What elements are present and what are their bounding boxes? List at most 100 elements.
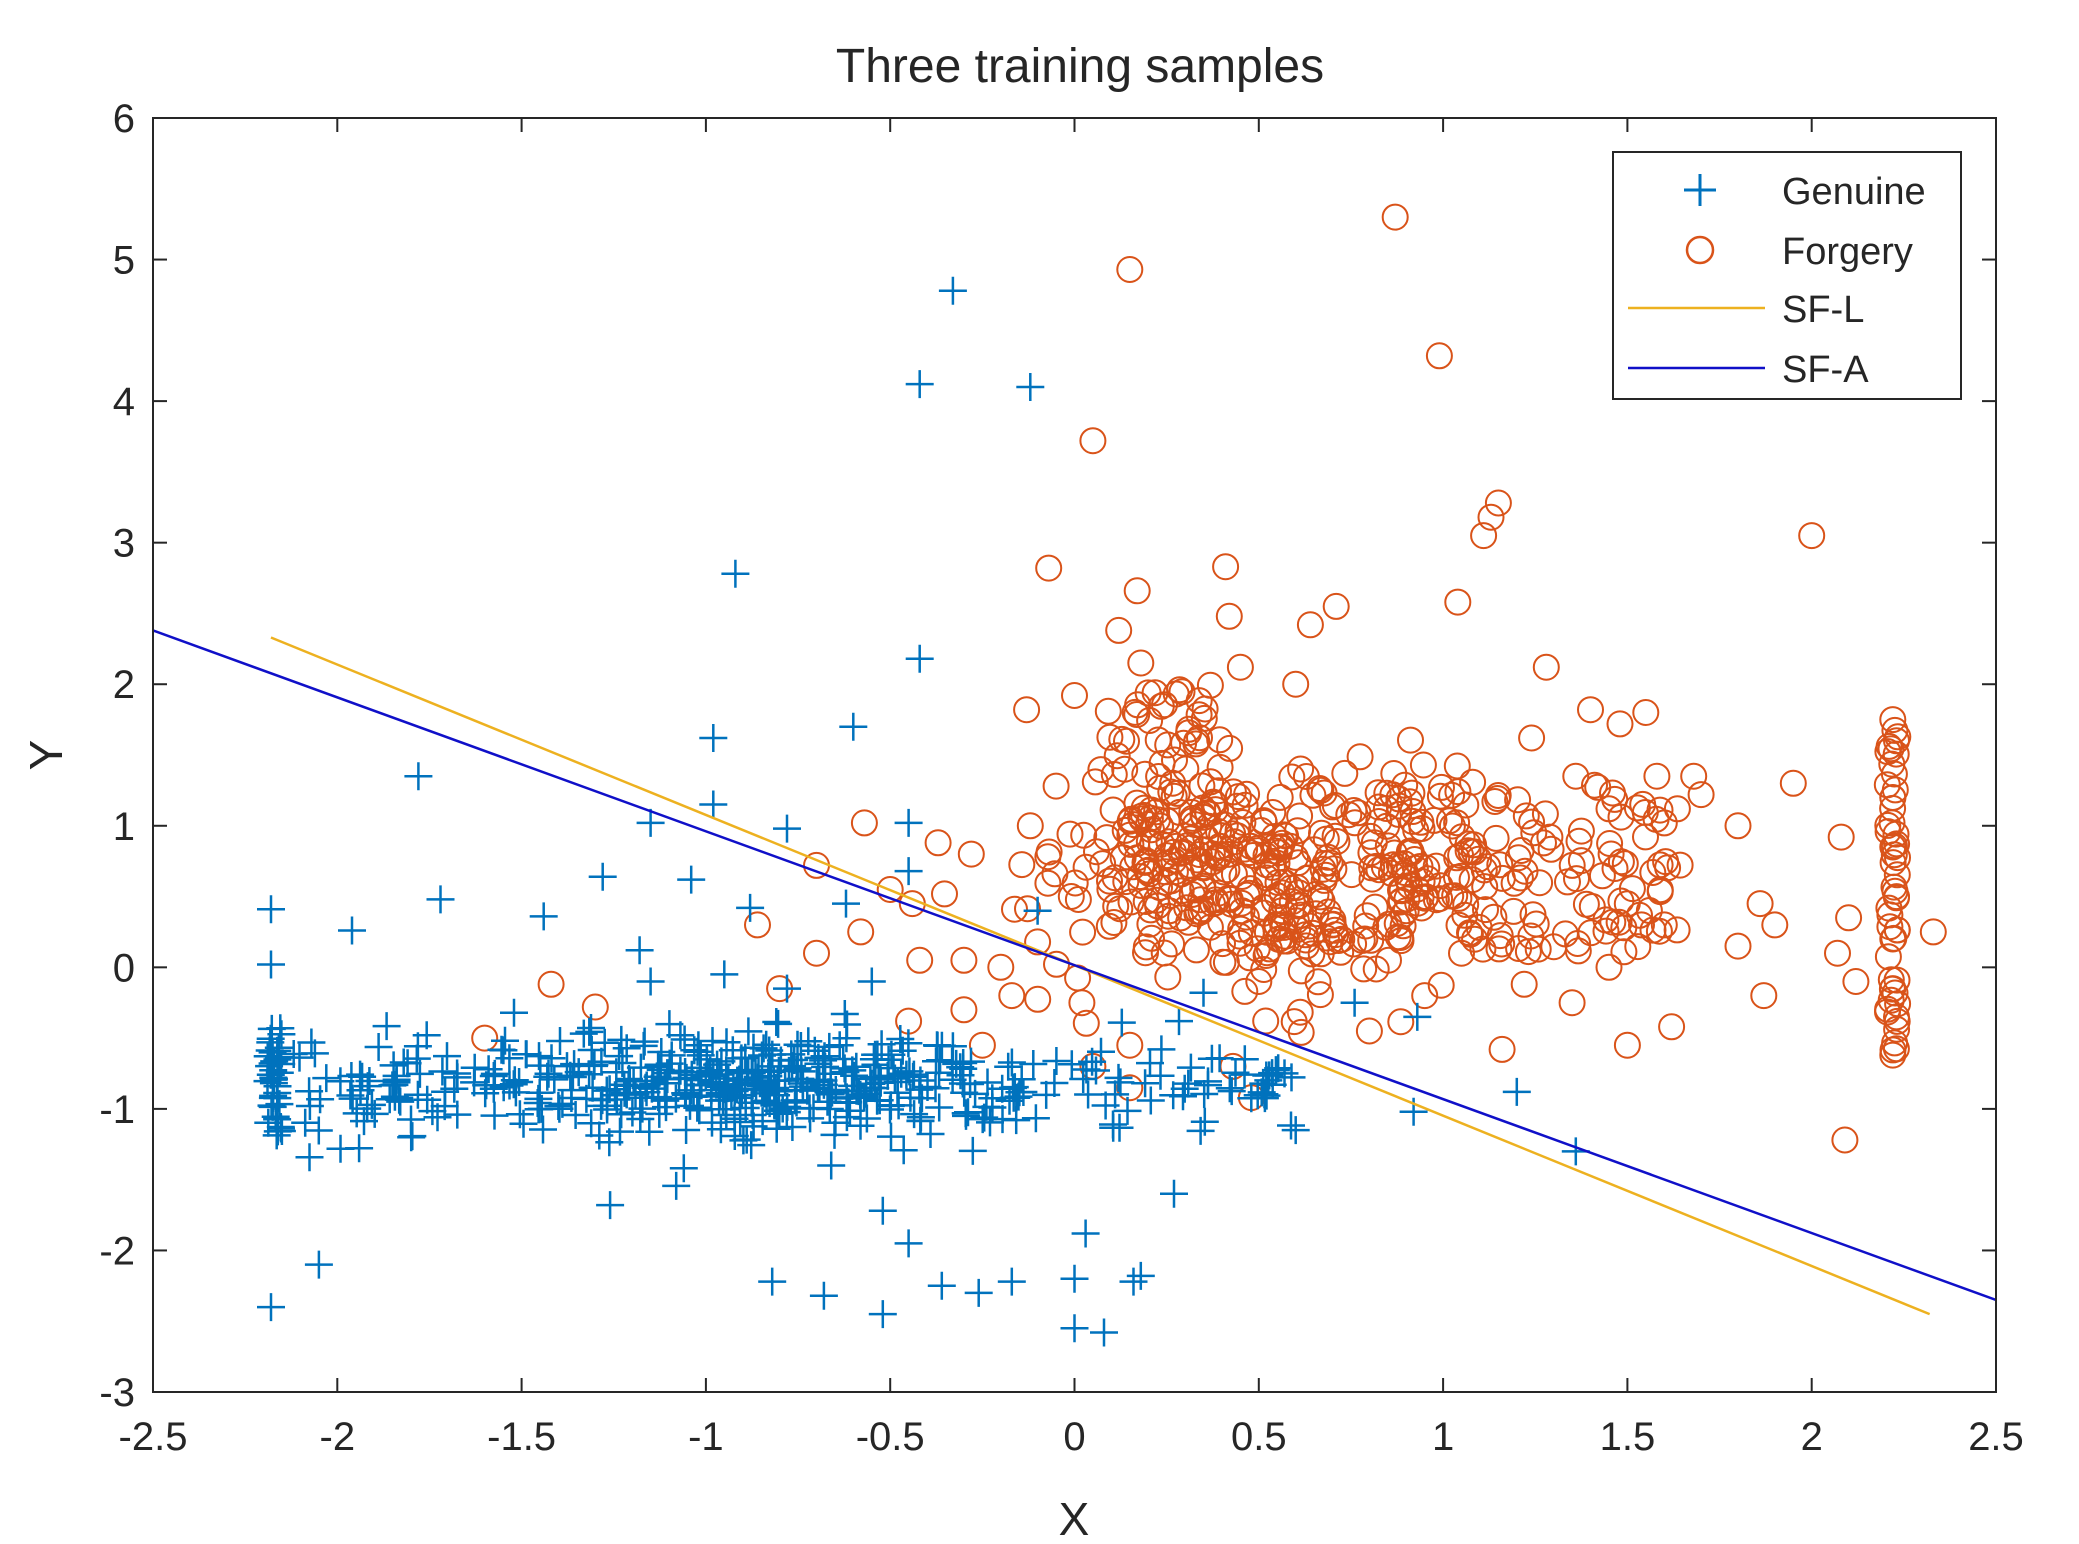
genuine-point <box>590 1028 619 1057</box>
forgery-point <box>1514 938 1542 966</box>
genuine-point <box>894 857 923 886</box>
forgery-point <box>1724 812 1752 840</box>
genuine-point <box>546 1027 574 1055</box>
forgery-point <box>1206 726 1234 754</box>
forgery-point <box>1452 891 1480 918</box>
forgery-point <box>1116 1031 1144 1059</box>
genuine-point <box>905 370 934 399</box>
forgery-point <box>1595 953 1623 981</box>
x-axis-label: X <box>1059 1493 1090 1544</box>
genuine-point <box>748 1107 777 1136</box>
genuine-point <box>360 1099 389 1128</box>
forgery-point <box>1436 807 1463 835</box>
forgery-point <box>1210 858 1238 886</box>
forgery-point <box>581 993 609 1021</box>
genuine-point <box>938 1047 967 1076</box>
forgery-point <box>1396 872 1423 900</box>
forgery-point <box>1375 910 1403 938</box>
genuine-point <box>605 1042 634 1071</box>
genuine-point <box>773 974 801 1003</box>
forgery-point <box>1461 925 1489 953</box>
forgery-point <box>1121 698 1149 726</box>
forgery-point <box>1459 768 1487 796</box>
forgery-point <box>1881 716 1909 744</box>
forgery-point <box>1408 815 1436 842</box>
forgery-point <box>1185 701 1213 729</box>
legend: Genuine Forgery SF-L SF-A <box>1612 151 1962 400</box>
genuine-point <box>346 1060 375 1089</box>
genuine-point <box>762 1008 791 1036</box>
genuine-point <box>636 967 665 996</box>
genuine-point <box>585 1121 614 1150</box>
forgery-point <box>1518 724 1546 752</box>
genuine-point <box>846 1111 875 1140</box>
genuine-point <box>1042 1047 1071 1075</box>
genuine-point <box>403 1080 432 1109</box>
forgery-point <box>1564 937 1592 965</box>
forgery-point <box>1628 911 1655 939</box>
forgery-point <box>1008 851 1036 879</box>
forgery-point <box>1510 970 1538 998</box>
forgery-point <box>1226 922 1254 950</box>
genuine-point <box>529 902 558 931</box>
forgery-point <box>1562 762 1590 790</box>
forgery-point <box>1443 844 1471 872</box>
genuine-point <box>500 998 528 1027</box>
forgery-point <box>1831 1126 1859 1154</box>
forgery-point <box>847 918 875 946</box>
genuine-point <box>913 1073 942 1101</box>
forgery-point <box>1216 734 1244 762</box>
forgery-point <box>1185 841 1213 868</box>
forgery-point <box>1352 912 1380 940</box>
forgery-point <box>1035 554 1063 582</box>
genuine-point <box>925 1093 954 1122</box>
genuine-point <box>460 1068 489 1097</box>
forgery-point <box>1372 913 1400 941</box>
genuine-point <box>575 1017 604 1046</box>
forgery-point <box>1102 892 1130 920</box>
forgery-point <box>1292 763 1320 790</box>
genuine-point <box>426 885 455 914</box>
genuine-point <box>1215 1074 1244 1103</box>
forgery-point <box>1750 982 1778 1010</box>
genuine-point <box>1277 1063 1306 1092</box>
forgery-point <box>1350 955 1378 983</box>
genuine-point <box>553 1052 581 1081</box>
genuine-point <box>1032 1080 1061 1109</box>
forgery-point <box>1584 773 1612 801</box>
forgery-point <box>1265 839 1293 867</box>
forgery-point <box>1154 731 1182 759</box>
forgery-point <box>1109 844 1137 872</box>
genuine-point <box>741 1056 770 1085</box>
y-tick-label: -2 <box>99 1229 135 1273</box>
genuine-point <box>714 1064 743 1093</box>
genuine-point <box>1194 1067 1222 1096</box>
genuine-point <box>994 1052 1023 1081</box>
genuine-point <box>821 1108 850 1137</box>
forgery-point <box>1344 799 1372 827</box>
genuine-point <box>389 1048 418 1077</box>
forgery-point <box>1511 857 1539 885</box>
forgery-point <box>1310 779 1338 807</box>
genuine-point <box>606 1117 634 1146</box>
forgery-point <box>1191 695 1219 723</box>
genuine-point <box>900 1100 929 1129</box>
forgery-point <box>1327 938 1355 966</box>
forgery-point <box>1558 989 1586 1017</box>
forgery-point <box>1123 701 1151 728</box>
forgery-point <box>1470 522 1498 550</box>
genuine-point <box>257 1293 285 1322</box>
forgery-point <box>1607 887 1635 915</box>
forgery-point <box>1880 924 1908 952</box>
genuine-point <box>255 1036 284 1065</box>
genuine-point <box>685 1096 714 1125</box>
genuine-point <box>1230 1060 1259 1089</box>
forgery-point <box>1322 592 1350 620</box>
forgery-point <box>957 840 985 868</box>
genuine-point <box>1091 1091 1120 1120</box>
genuine-point <box>868 1196 897 1225</box>
forgery-point <box>1252 842 1280 869</box>
legend-genuine-marker <box>1684 174 1716 206</box>
forgery-point <box>1351 925 1379 953</box>
